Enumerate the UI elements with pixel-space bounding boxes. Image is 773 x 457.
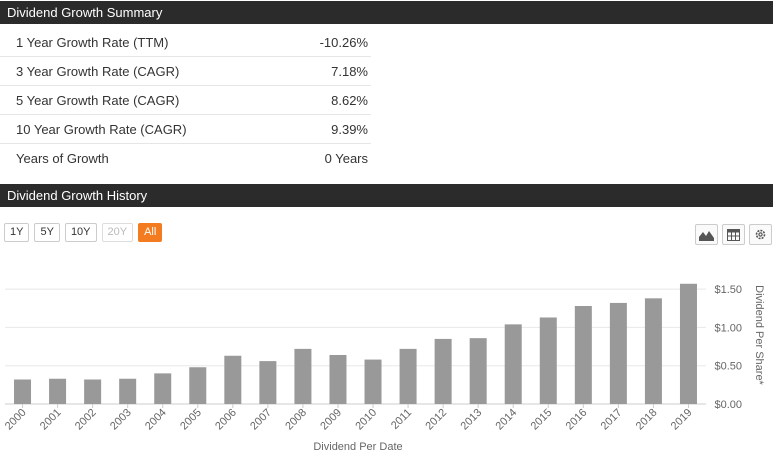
bar-2010[interactable] [364,359,382,404]
x-tick-label: 2007 [248,407,274,433]
bar-2011[interactable] [399,348,417,404]
bar-2005[interactable] [189,367,207,404]
summary-row: 10 Year Growth Rate (CAGR) 9.39% [0,115,371,144]
bar-2013[interactable] [469,338,487,404]
summary-row: Years of Growth 0 Years [0,144,371,173]
summary-row-value: 9.39% [331,121,368,137]
x-tick-label: 2012 [423,407,449,433]
x-tick-label: 2013 [458,407,484,433]
x-tick-label: 2002 [73,407,99,433]
summary-row: 5 Year Growth Rate (CAGR) 8.62% [0,86,371,115]
summary-row-value: -10.26% [319,34,368,50]
x-tick-label: 2009 [318,407,344,433]
summary-row: 1 Year Growth Rate (TTM) -10.26% [0,28,371,57]
area-chart-button[interactable] [695,224,718,245]
summary-row-label: 10 Year Growth Rate (CAGR) [16,121,187,137]
x-tick-label: 2000 [3,407,29,433]
bar-2000[interactable] [14,379,32,404]
table-icon [727,228,740,241]
gear-icon [755,229,766,240]
x-tick-label: 2006 [213,407,239,433]
x-tick-label: 2016 [564,407,590,433]
y-tick-label: $0.00 [714,399,742,411]
x-axis-label: Dividend Per Date [313,441,402,453]
x-tick-label: 2019 [669,407,695,433]
bar-2008[interactable] [294,348,312,404]
bar-2001[interactable] [49,378,67,404]
summary-row-label: 5 Year Growth Rate (CAGR) [16,92,180,108]
chart-y-ticks: $0.00 $0.50 $1.00 $1.50 [714,284,742,411]
x-tick-label: 2005 [178,407,204,433]
settings-button[interactable] [749,224,772,245]
bar-2006[interactable] [224,355,242,404]
range-selector: 1Y 5Y 10Y 20Y All [4,223,163,242]
table-view-button[interactable] [722,224,745,245]
bar-2012[interactable] [434,338,452,404]
bar-2015[interactable] [539,317,557,404]
bar-2019[interactable] [679,283,697,404]
history-title: Dividend Growth History [7,188,148,203]
bar-2017[interactable] [609,302,627,404]
summary-table: 1 Year Growth Rate (TTM) -10.26% 3 Year … [0,28,371,173]
summary-row-value: 8.62% [331,92,368,108]
history-header: Dividend Growth History [0,184,773,207]
x-tick-label: 2017 [599,407,625,433]
bar-2003[interactable] [119,378,137,404]
bar-2002[interactable] [84,379,102,404]
bar-2007[interactable] [259,361,277,404]
x-tick-label: 2008 [283,407,309,433]
x-tick-label: 2015 [529,407,555,433]
summary-row-value: 7.18% [331,63,368,79]
y-tick-label: $1.50 [714,284,742,296]
range-1y-button[interactable]: 1Y [4,223,30,242]
chart-grid [5,288,706,405]
bar-2014[interactable] [504,324,522,404]
area-chart-icon [699,230,714,241]
x-tick-label: 2001 [38,407,64,433]
bar-2016[interactable] [574,305,592,404]
x-tick-label: 2003 [108,407,134,433]
chart-x-ticks: 2000 2001 2002 2003 2004 2005 2006 2007 2008 2009… [3,404,695,432]
range-20y-button[interactable]: 20Y [101,223,134,242]
chart-tools [695,224,772,245]
dividend-bar-chart: 2000 2001 2002 2003 2004 2005 2006 2007 2008 2009… [3,283,765,453]
range-5y-button[interactable]: 5Y [34,223,60,242]
bar-2018[interactable] [644,298,662,404]
summary-row-value: 0 Years [324,151,368,166]
y-tick-label: $1.00 [714,322,742,334]
y-axis-label: Dividend Per Share* [753,285,765,385]
summary-row-label: 1 Year Growth Rate (TTM) [16,34,169,50]
y-tick-label: $0.50 [714,361,742,373]
range-10y-button[interactable]: 10Y [64,223,97,242]
x-tick-label: 2010 [353,407,379,433]
x-tick-label: 2018 [634,407,660,433]
bar-2009[interactable] [329,354,347,404]
x-tick-label: 2004 [143,407,169,433]
summary-row-label: 3 Year Growth Rate (CAGR) [16,63,180,79]
chart-bars [14,283,697,404]
x-tick-label: 2014 [494,407,520,433]
summary-title: Dividend Growth Summary [7,5,163,20]
summary-header: Dividend Growth Summary [0,1,773,24]
summary-row-label: Years of Growth [16,151,109,166]
range-all-button[interactable]: All [138,223,163,242]
summary-row: 3 Year Growth Rate (CAGR) 7.18% [0,57,371,86]
x-tick-label: 2011 [389,407,414,432]
bar-2004[interactable] [154,373,172,404]
